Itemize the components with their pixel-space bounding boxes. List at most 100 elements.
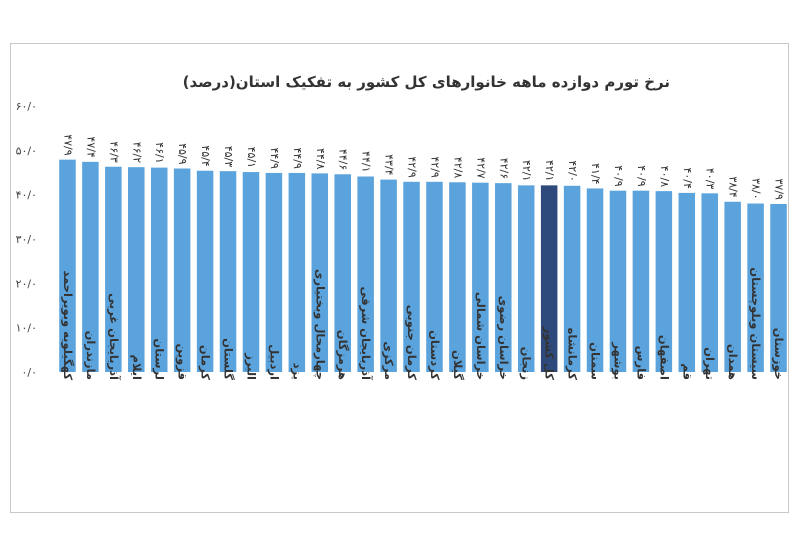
category-label: تهران [703, 347, 717, 380]
data-label: ۴۲/۹ [428, 156, 441, 178]
data-label: ۴۰/۸ [658, 166, 671, 188]
bar [59, 159, 76, 372]
bar [403, 181, 420, 372]
category-label: فارس [634, 346, 648, 380]
y-tick-label: ۲۰/۰ [16, 277, 37, 290]
data-label: ۴۰/۴ [681, 167, 694, 189]
data-label: ۴۲/۱ [543, 160, 556, 181]
bar [288, 172, 306, 372]
y-tick-label: ۶۰/۰ [16, 100, 37, 113]
data-label: ۴۰/۳ [704, 168, 717, 190]
y-tick-label: ۰/۰ [21, 366, 37, 379]
y-tick-label: ۵۰/۰ [16, 144, 37, 157]
category-label: یزد [290, 363, 304, 380]
category-label: کردستان [428, 330, 442, 380]
data-label: ۴۵/۱ [245, 147, 258, 168]
bar [105, 166, 122, 372]
bar [449, 182, 466, 372]
bar [196, 170, 214, 372]
category-label: آذربایجان غربی [107, 293, 121, 381]
data-label: ۴۰/۹ [612, 165, 625, 187]
data-label: ۴۲/۸ [451, 157, 464, 179]
data-label: ۴۴/۶ [337, 149, 350, 170]
category-label: گلستان [222, 338, 236, 380]
data-label: ۳۸/۴ [727, 176, 740, 198]
bar [701, 193, 718, 372]
category-label: کرمان جنوبی [404, 305, 419, 381]
data-label: ۴۶/۲ [130, 142, 143, 164]
data-label: ۴۲/۷ [474, 157, 487, 179]
data-label: ۴۶/۳ [107, 141, 120, 163]
data-label: ۴۴/۹ [291, 148, 304, 170]
category-label: ایلام [130, 355, 144, 380]
data-label: ۴۶/۱ [153, 142, 166, 163]
category-label: قم [680, 363, 694, 380]
category-label: سیستان وبلوچستان [748, 267, 763, 380]
bar [586, 188, 604, 372]
data-label: ۴۲/۰ [566, 160, 579, 181]
data-label: ۴۵/۴ [199, 145, 212, 167]
category-label: چهارمحال وبختیاری [312, 269, 327, 380]
bar [128, 167, 145, 372]
y-tick-label: ۱۰/۰ [16, 322, 37, 335]
bar [495, 183, 512, 372]
bar [357, 176, 374, 372]
bar [334, 174, 351, 372]
bar [311, 173, 329, 372]
data-label: ۴۴/۹ [268, 148, 281, 170]
bar [517, 185, 535, 372]
bar [150, 167, 168, 372]
bar [265, 172, 283, 372]
bar [426, 181, 443, 372]
category-label: مرکزی [382, 341, 396, 380]
data-label: ۴۵/۳ [222, 146, 235, 168]
data-label: ۳۸/۰ [750, 178, 763, 199]
data-label: ۳۷/۹ [773, 179, 786, 201]
bar [609, 190, 627, 372]
bar [82, 161, 99, 372]
category-label: زنجان [520, 347, 534, 380]
category-label: کرمانشاه [566, 328, 580, 381]
data-label: ۴۳/۴ [383, 154, 396, 176]
bar [678, 192, 696, 372]
category-label: خراسان شمالی [474, 292, 488, 380]
category-label: همدان [726, 344, 740, 380]
bar [380, 179, 397, 372]
data-label: ۴۱/۴ [589, 163, 602, 185]
bar [242, 172, 260, 372]
data-label: ۴۵/۹ [176, 143, 189, 165]
category-label: کل کشور [542, 326, 557, 380]
bar [563, 185, 581, 372]
data-label: ۴۲/۶ [497, 158, 510, 179]
y-tick-label: ۳۰/۰ [16, 233, 37, 246]
bar [540, 185, 558, 372]
category-label: هرمزگان [336, 330, 350, 380]
category-label: سمنان [589, 342, 603, 380]
bar [632, 190, 650, 372]
data-label: ۴۰/۹ [635, 165, 648, 187]
category-label: اصفهان [657, 335, 671, 380]
category-label: بوشهر [610, 341, 625, 380]
category-label: کهگیلویه وبویراحمد [60, 270, 75, 380]
bar [472, 182, 489, 372]
category-label: قزوین [175, 344, 190, 381]
category-label: کرمان [199, 345, 213, 380]
bar [747, 203, 764, 372]
data-label: ۴۲/۹ [406, 156, 419, 178]
data-label: ۴۴/۸ [314, 148, 327, 170]
data-label: ۴۷/۴ [84, 136, 97, 158]
bar [724, 201, 741, 372]
bar [655, 191, 673, 372]
category-label: آذربایجان شرقی [359, 287, 373, 382]
y-tick-label: ۴۰/۰ [16, 189, 37, 202]
bar [770, 203, 787, 372]
bar [173, 168, 191, 372]
data-label: ۴۴/۱ [360, 151, 373, 172]
category-label: البرز [244, 352, 258, 380]
data-label: ۴۷/۹ [61, 134, 74, 156]
bar [219, 171, 237, 372]
category-label: اردبیل [267, 344, 281, 380]
chart-title: نرخ تورم دوازده ماهه خانوارهای کل کشور ب… [182, 73, 670, 91]
category-label: لرستان [153, 338, 167, 380]
